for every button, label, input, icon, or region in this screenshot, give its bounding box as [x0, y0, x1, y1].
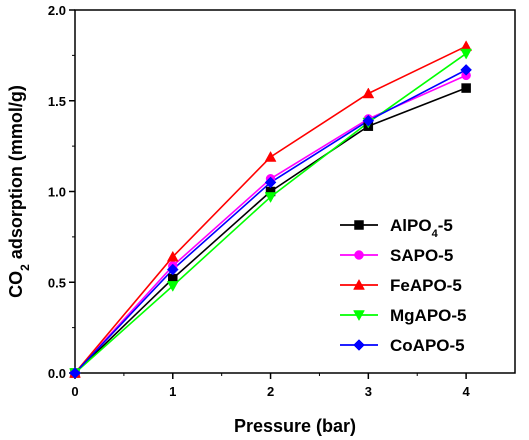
legend-marker — [353, 339, 365, 351]
x-tick-label: 1 — [169, 384, 176, 399]
data-point — [362, 114, 375, 127]
y-tick-label: 1.5 — [48, 94, 66, 109]
legend-marker — [354, 250, 364, 260]
legend-marker — [353, 310, 365, 322]
y-tick-label: 1.0 — [48, 185, 66, 200]
x-axis-title: Pressure (bar) — [234, 416, 356, 436]
x-axis-ticks: 0 1 2 3 4 — [71, 373, 470, 399]
data-point — [461, 83, 471, 93]
x-tick-label: 3 — [365, 384, 372, 399]
data-point — [264, 176, 277, 189]
y-tick-label: 0.0 — [48, 366, 66, 381]
data-point — [264, 192, 277, 203]
legend-label: AlPO4-5 — [390, 216, 453, 240]
y-axis-title: CO2 adsorption (mmol/g) — [6, 85, 32, 298]
data-point — [166, 263, 179, 276]
legend-marker — [354, 220, 364, 230]
data-point — [264, 150, 277, 162]
legend-marker — [353, 278, 365, 290]
y-tick-label: 0.5 — [48, 275, 66, 290]
legend-label: CoAPO-5 — [390, 336, 465, 355]
x-tick-label: 2 — [267, 384, 274, 399]
x-tick-label: 4 — [462, 384, 470, 399]
data-point — [362, 87, 375, 99]
legend-label: FeAPO-5 — [390, 276, 462, 295]
series-markers — [69, 40, 473, 380]
y-tick-label: 2.0 — [48, 3, 66, 18]
data-point — [460, 64, 472, 76]
data-point — [69, 367, 81, 379]
legend-label: MgAPO-5 — [390, 306, 467, 325]
data-point — [166, 281, 179, 292]
y-axis-ticks: 0.0 0.5 1.0 1.5 2.0 — [48, 3, 75, 381]
legend-label: SAPO-5 — [390, 246, 453, 265]
legend: AlPO4-5 SAPO-5 FeAPO-5 MgAPO-5 CoAPO-5 — [340, 216, 467, 355]
data-point — [166, 250, 179, 262]
x-tick-label: 0 — [71, 384, 78, 399]
data-point — [460, 48, 473, 60]
